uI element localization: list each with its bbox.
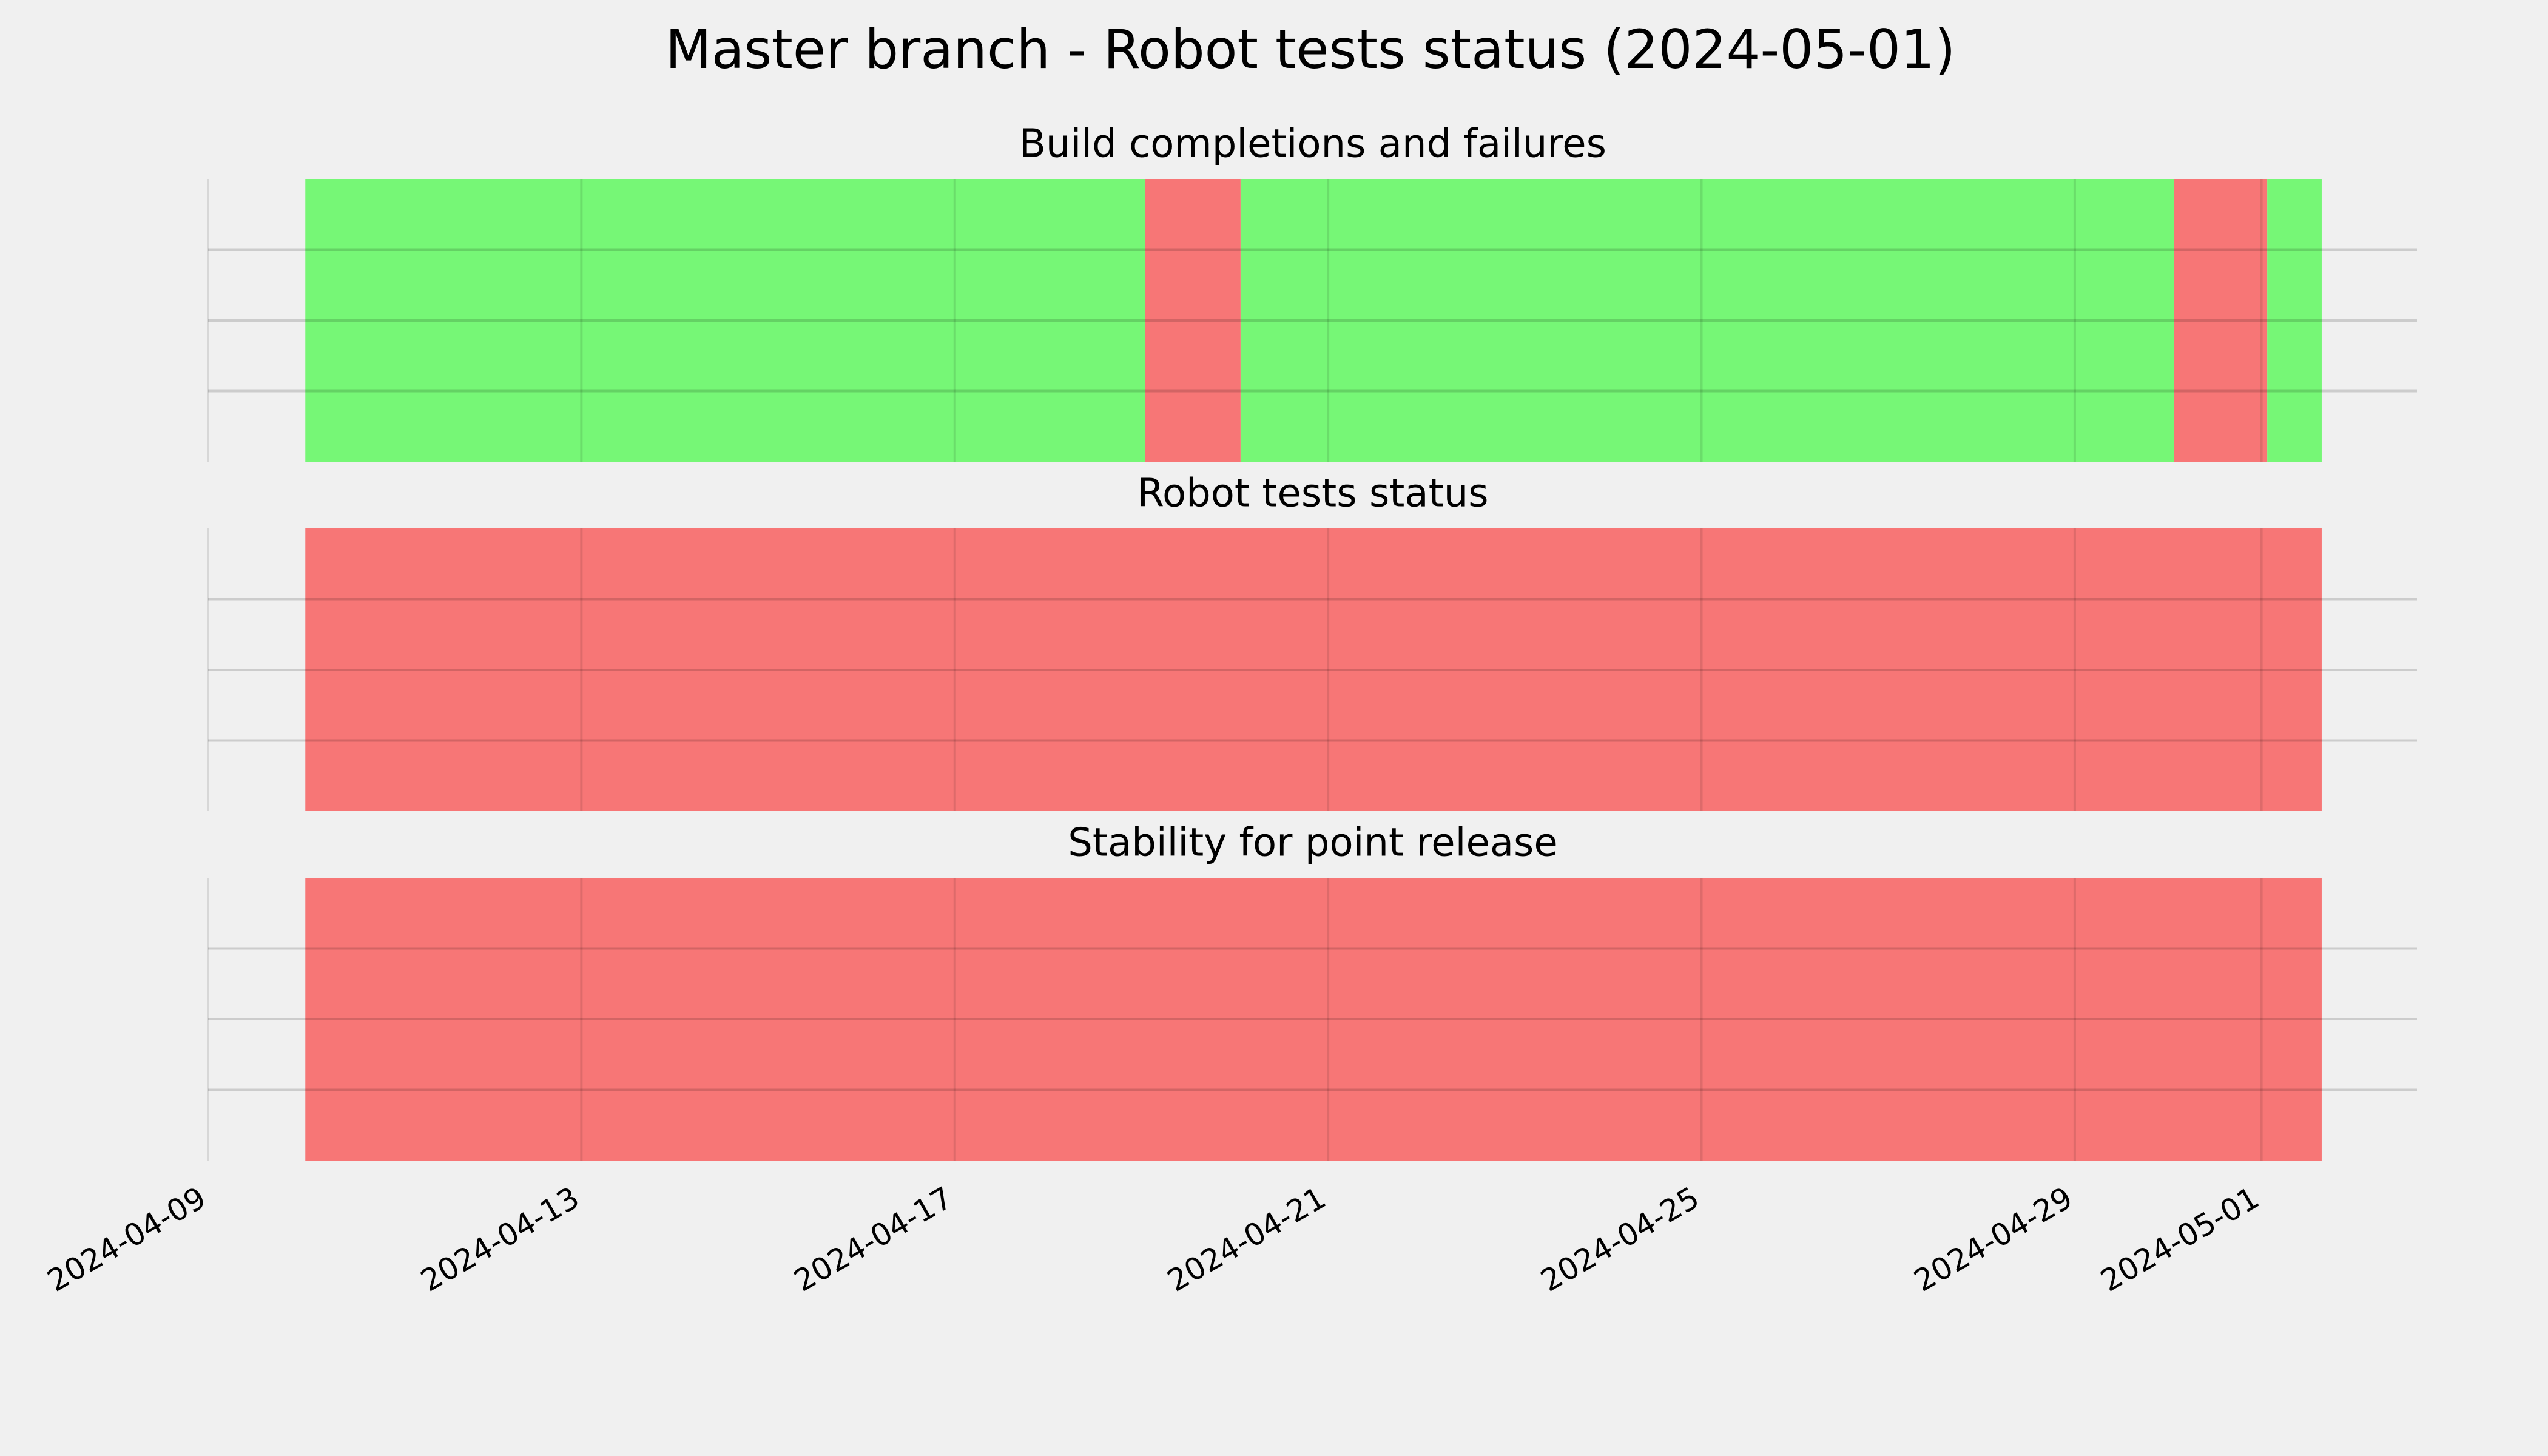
status-span — [2267, 179, 2322, 462]
panel-title: Build completions and failures — [1019, 122, 1606, 167]
status-span — [305, 528, 2322, 811]
status-span — [305, 878, 2322, 1161]
panel-title: Stability for point release — [1068, 821, 1558, 866]
chart-title: Master branch - Robot tests status (2024… — [666, 18, 1956, 81]
status-span — [1145, 179, 1241, 462]
status-span — [305, 179, 1145, 462]
status-span — [1240, 179, 2174, 462]
panel-title: Robot tests status — [1137, 471, 1488, 516]
status-span — [2174, 179, 2268, 462]
